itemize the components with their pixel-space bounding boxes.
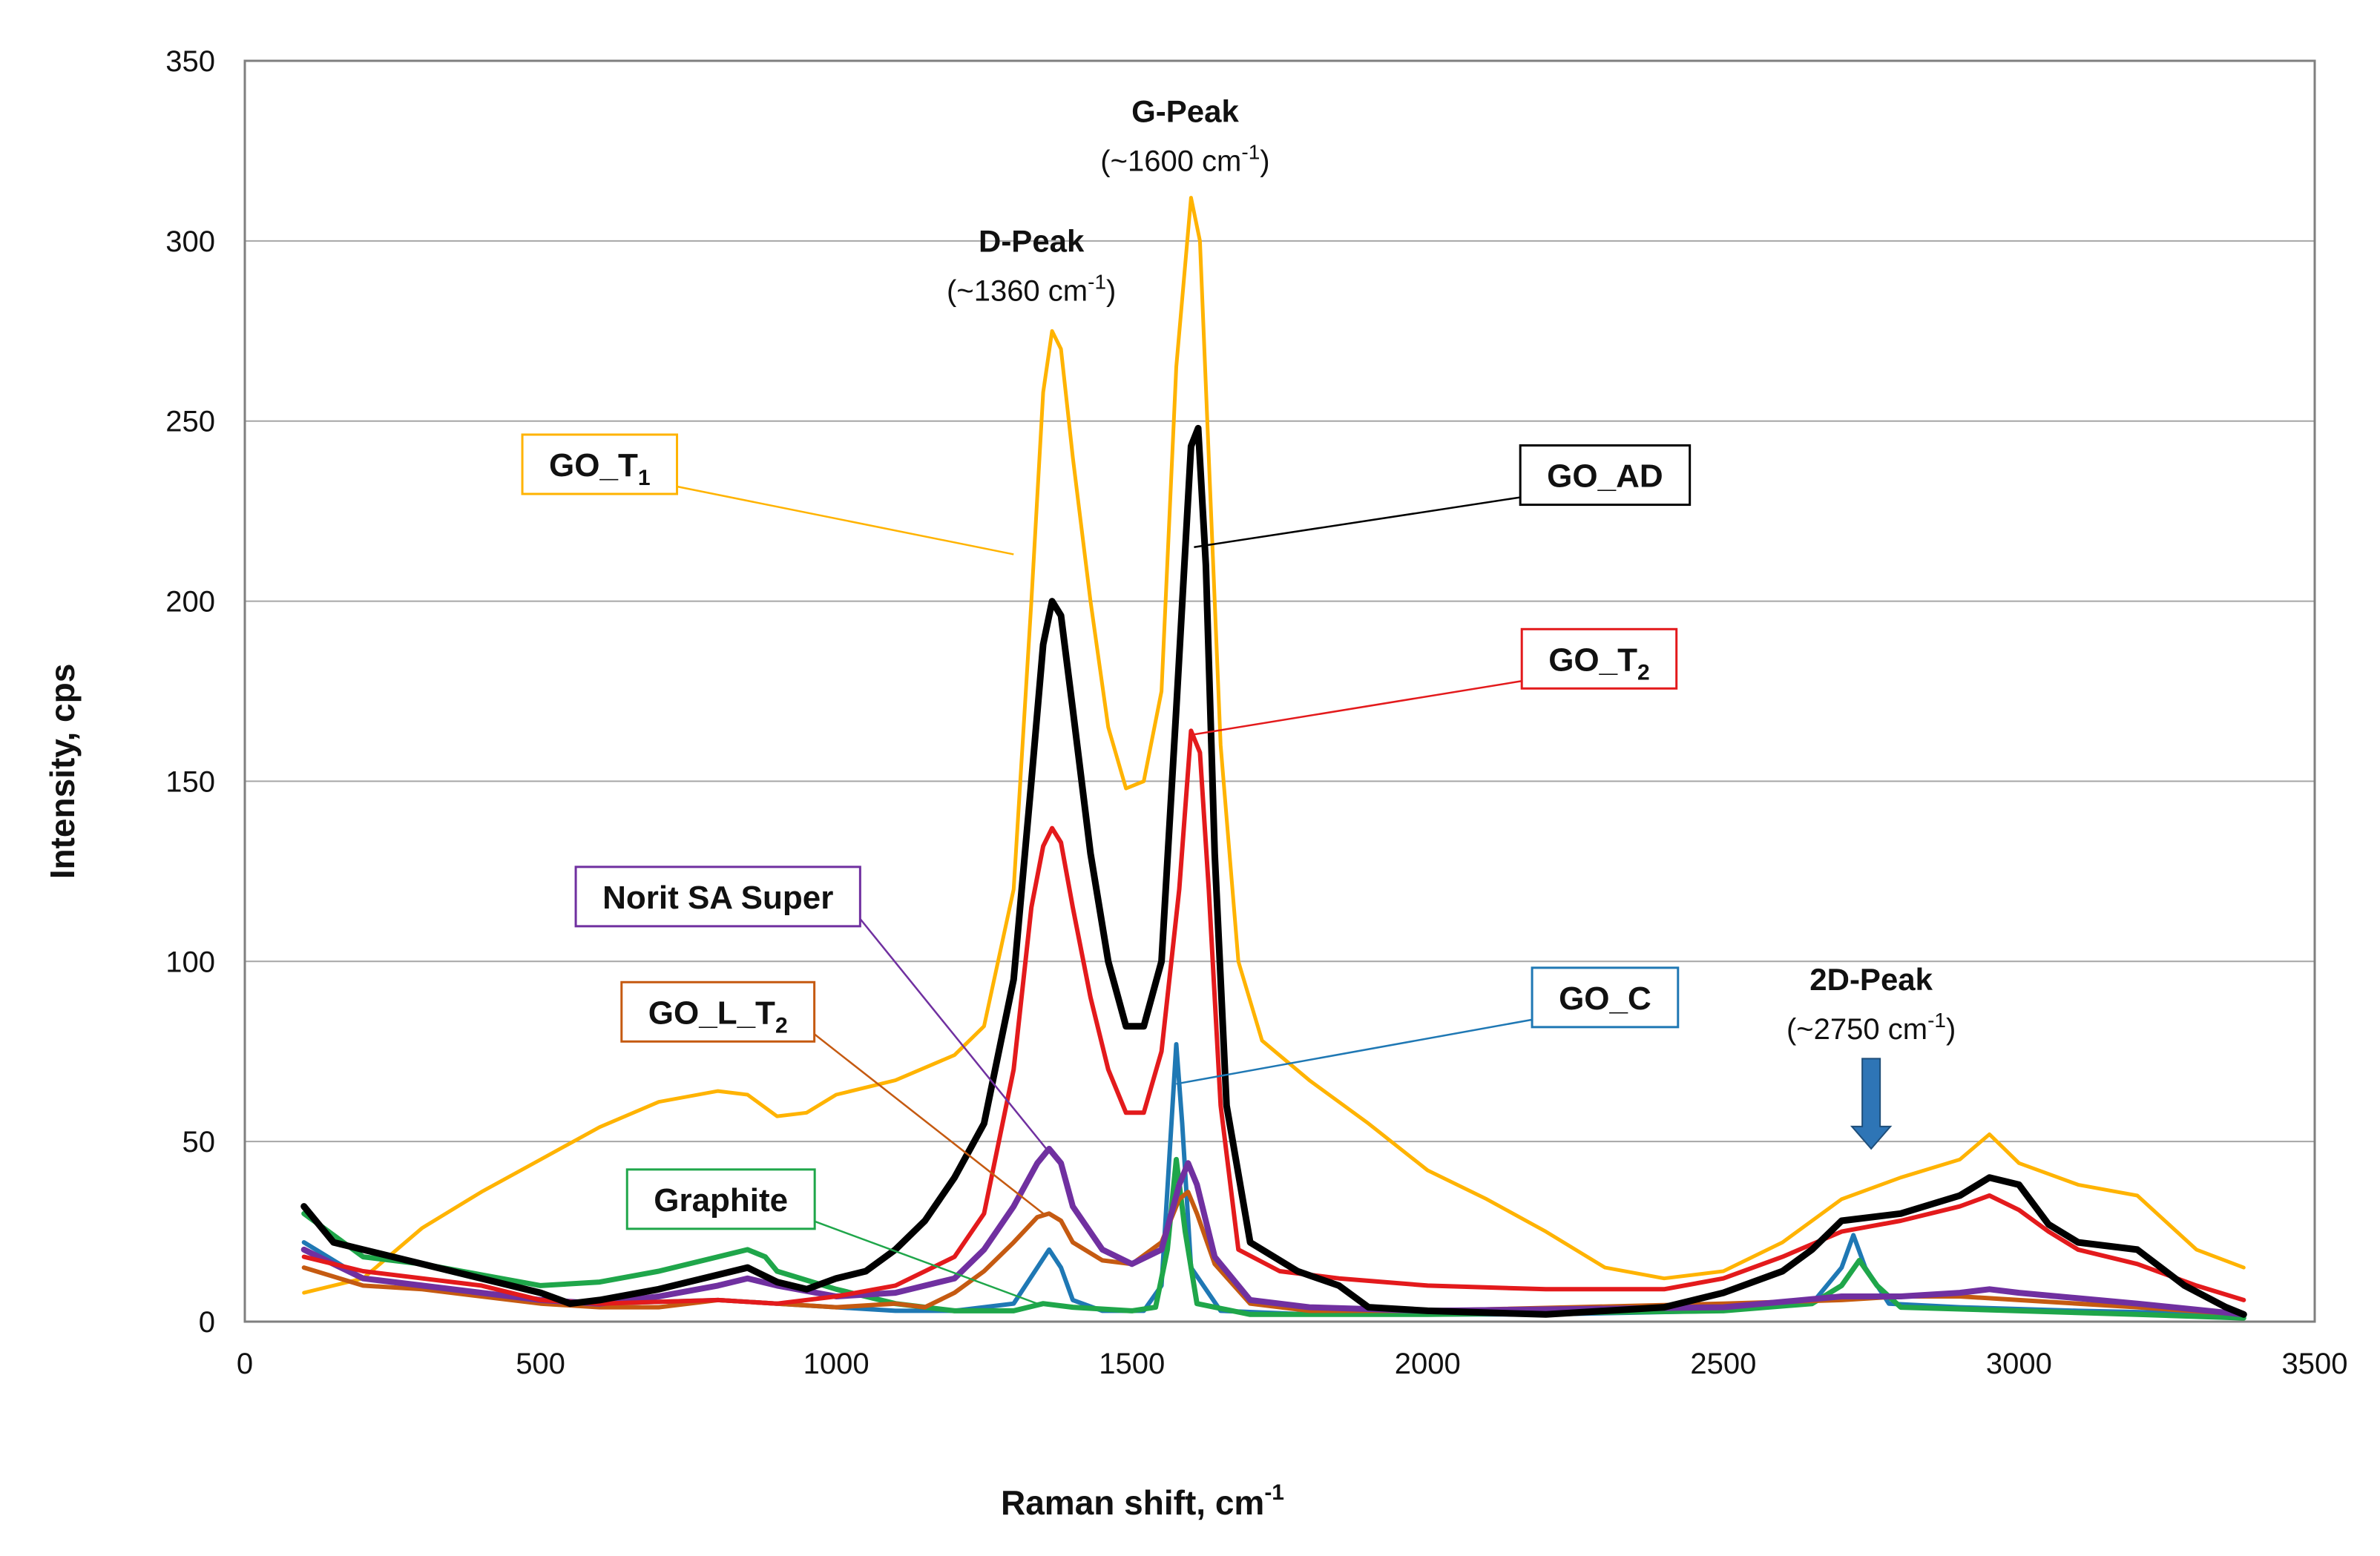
x-tick-label: 2000 — [1395, 1348, 1461, 1380]
annotation-sub-sup: -1 — [1241, 141, 1260, 164]
x-axis-title-sup: -1 — [1264, 1480, 1284, 1505]
y-tick-label: 350 — [165, 45, 215, 78]
x-tick-label: 1000 — [803, 1348, 870, 1380]
annotation-2d-peak: 2D-Peak (~2750 cm-1) — [1786, 962, 1956, 1046]
annotation-title: G-Peak — [1131, 94, 1239, 129]
series-label-box — [521, 433, 679, 495]
series-label-text: GO_L_T2 — [648, 995, 788, 1038]
x-axis-title: Raman shift, cm-1 — [1001, 1480, 1284, 1522]
x-tick-label: 500 — [516, 1348, 565, 1380]
series-label-go-t2: GO_T2 — [1194, 627, 1678, 736]
y-tick-label: 250 — [165, 406, 215, 438]
x-tick-label: 2500 — [1690, 1348, 1756, 1380]
y-tick-label: 200 — [165, 586, 215, 619]
series-label-main: GO_C — [1559, 980, 1651, 1017]
series-label-box — [1531, 966, 1680, 1029]
annotation-g-peak: G-Peak (~1600 cm-1) — [1100, 94, 1269, 178]
plot-area-frame — [243, 59, 2316, 1323]
annotation-subtitle: (~2750 cm-1) — [1786, 1009, 1956, 1046]
series-label-leader — [1176, 1018, 1533, 1085]
series-label-text: GO_C — [1559, 980, 1651, 1017]
series-label-main: GO_T — [549, 447, 638, 484]
annotation-sub-sup: -1 — [1088, 270, 1106, 293]
series-line-go-t2 — [301, 728, 2246, 1306]
series-label-box — [620, 980, 816, 1043]
series-label-leader — [677, 485, 1014, 556]
peak-annotations: D-Peak(~1360 cm-1)G-Peak(~1600 cm-1)2D-P… — [947, 94, 1956, 1150]
series-label-leader — [814, 1220, 1038, 1305]
series-label-main: Graphite — [654, 1182, 788, 1219]
series-label-subscript: 2 — [775, 1013, 788, 1038]
y-tick-label: 50 — [183, 1126, 216, 1158]
series-label-go-t1: GO_T1 — [521, 433, 1014, 556]
series-label-main: GO_L_T — [648, 995, 775, 1031]
series-label-text: GO_AD — [1547, 458, 1663, 495]
x-axis-title-main: Raman shift, cm — [1001, 1483, 1264, 1522]
y-tick-label: 150 — [165, 765, 215, 798]
annotation-sub-pre: (~1360 cm — [947, 274, 1088, 307]
y-tick-label: 300 — [165, 225, 215, 258]
annotation-sub-post: ) — [1260, 145, 1269, 178]
series-label-subscript: 2 — [1637, 660, 1650, 685]
series-label-text: GO_T2 — [1548, 642, 1649, 685]
series-label-main: Norit SA Super — [602, 880, 833, 916]
annotation-sub-pre: (~2750 cm — [1786, 1013, 1927, 1046]
series-label-box — [625, 1168, 816, 1230]
annotation-title: 2D-Peak — [1809, 962, 1933, 997]
series-line-go-t1 — [302, 196, 2246, 1295]
series-label-leader — [813, 1033, 1044, 1215]
annotation-sub-sup: -1 — [1927, 1009, 1946, 1032]
series-label-subscript: 1 — [638, 466, 651, 490]
annotation-subtitle: (~1360 cm-1) — [947, 270, 1116, 307]
x-tick-label: 1500 — [1099, 1348, 1165, 1380]
series-label-box — [574, 866, 861, 928]
x-tick-label: 3000 — [1986, 1348, 2052, 1380]
annotation-d-peak: D-Peak (~1360 cm-1) — [947, 223, 1116, 307]
series-label-leader — [859, 918, 1051, 1153]
series-label-go-l-t2: GO_L_T2 — [620, 980, 1044, 1215]
series-label-leader — [1194, 496, 1521, 548]
series-label-go-ad: GO_AD — [1194, 444, 1692, 548]
series-label-leader — [1194, 680, 1522, 736]
series-label-main: GO_AD — [1547, 458, 1663, 495]
annotation-sub-post: ) — [1946, 1013, 1956, 1046]
annotation-sub-post: ) — [1106, 274, 1116, 307]
series-label-norit-sa-super: Norit SA Super — [574, 866, 1051, 1153]
series-line-go-ad — [300, 424, 2247, 1318]
series-label-text: Norit SA Super — [602, 880, 833, 916]
series-line-norit-sa-super — [300, 1145, 2247, 1318]
series-label-box — [1520, 627, 1678, 690]
y-tick-label: 100 — [165, 946, 215, 978]
annotation-subtitle: (~1600 cm-1) — [1100, 141, 1269, 178]
series-label-box — [1519, 444, 1692, 507]
series-label-main: GO_T — [1548, 642, 1637, 678]
annotation-title: D-Peak — [979, 223, 1085, 258]
annotation-2d-peak-arrow — [1850, 1058, 1893, 1150]
x-axis-ticks: 0 500 1000 1500 2000 2500 3000 3500 — [237, 1348, 2348, 1380]
y-axis-ticks: 0 50 100 150 200 250 300 350 — [165, 45, 215, 1339]
series-label-graphite: Graphite — [625, 1168, 1038, 1305]
x-tick-label: 3500 — [2282, 1348, 2348, 1380]
y-tick-label: 0 — [199, 1306, 215, 1339]
series-label-go-c: GO_C — [1176, 966, 1680, 1085]
series-layer — [300, 196, 2247, 1321]
y-axis-title: Intensity, cps — [43, 664, 82, 880]
x-tick-label: 0 — [237, 1348, 253, 1380]
annotation-sub-pre: (~1600 cm — [1100, 145, 1241, 178]
series-line-graphite — [301, 1156, 2246, 1321]
series-label-text: GO_T1 — [549, 447, 650, 490]
series-label-text: Graphite — [654, 1182, 788, 1219]
